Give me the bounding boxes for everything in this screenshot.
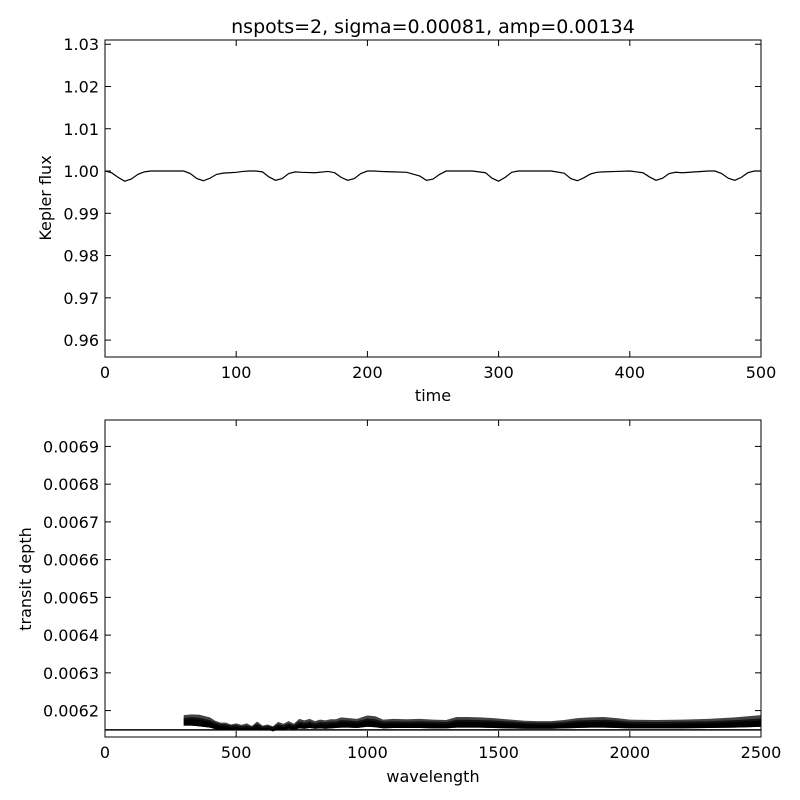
top-y-tick-label: 1.00 — [63, 162, 99, 181]
kepler-flux-panel: 0.96 0.97 0.98 0.99 1.00 1.01 1.02 1.03 0 100 200… — [36, 35, 776, 405]
bottom-x-tick-label: 0 — [100, 743, 110, 762]
top-plot-area — [105, 40, 761, 357]
top-y-tick-label: 0.97 — [63, 289, 99, 308]
bottom-y-tick-label: 0.0064 — [43, 626, 99, 645]
top-x-tick-label: 500 — [746, 363, 777, 382]
top-y-tick-label: 1.01 — [63, 120, 99, 139]
bottom-y-tick-label: 0.0068 — [43, 475, 99, 494]
top-x-tick-label: 100 — [221, 363, 252, 382]
bottom-x-tick-label: 2500 — [741, 743, 782, 762]
transit-depth-panel: 0.0062 0.0063 0.0064 0.0065 0.0066 0.0067 0.00… — [16, 419, 781, 786]
top-x-tick-label: 200 — [352, 363, 383, 382]
bottom-y-axis-label: transit depth — [16, 527, 35, 631]
bottom-y-tick-label: 0.0066 — [43, 551, 99, 570]
bottom-y-tick-label: 0.0069 — [43, 437, 99, 456]
top-y-tick-label: 1.03 — [63, 35, 99, 54]
kepler-flux-line — [105, 170, 761, 182]
top-y-axis-label: Kepler flux — [36, 155, 55, 240]
bottom-x-tick-label: 1500 — [478, 743, 519, 762]
top-x-ticks: 0 100 200 300 400 500 — [100, 40, 776, 382]
top-x-tick-label: 0 — [100, 363, 110, 382]
bottom-plot-frame — [104, 419, 762, 738]
bottom-y-ticks: 0.0062 0.0063 0.0064 0.0065 0.0066 0.0067 0.00… — [43, 437, 761, 721]
top-x-tick-label: 400 — [615, 363, 646, 382]
top-x-tick-label: 300 — [483, 363, 514, 382]
top-x-axis-label: time — [415, 386, 451, 405]
bottom-x-tick-label: 1000 — [347, 743, 388, 762]
top-y-tick-label: 0.99 — [63, 204, 99, 223]
bottom-y-tick-label: 0.0062 — [43, 702, 99, 721]
figure-title: nspots=2, sigma=0.00081, amp=0.00134 — [231, 16, 635, 38]
bottom-y-tick-label: 0.0063 — [43, 664, 99, 683]
bottom-x-tick-label: 2000 — [609, 743, 650, 762]
bottom-y-tick-label: 0.0067 — [43, 513, 99, 532]
bottom-y-tick-label: 0.0065 — [43, 588, 99, 607]
top-y-tick-label: 0.96 — [63, 331, 99, 350]
bottom-x-ticks: 0 500 1000 1500 2000 2500 — [100, 420, 781, 762]
top-y-tick-label: 0.98 — [63, 247, 99, 266]
bottom-x-axis-label: wavelength — [386, 767, 479, 786]
top-y-ticks: 0.96 0.97 0.98 0.99 1.00 1.01 1.02 1.03 — [63, 35, 761, 350]
top-y-tick-label: 1.02 — [63, 77, 99, 96]
bottom-x-tick-label: 500 — [221, 743, 252, 762]
bottom-plot-area — [105, 420, 761, 737]
top-plot-frame — [104, 39, 762, 358]
transit-depth-inner-band — [183, 718, 761, 732]
transit-depth-mid-line — [183, 717, 761, 729]
